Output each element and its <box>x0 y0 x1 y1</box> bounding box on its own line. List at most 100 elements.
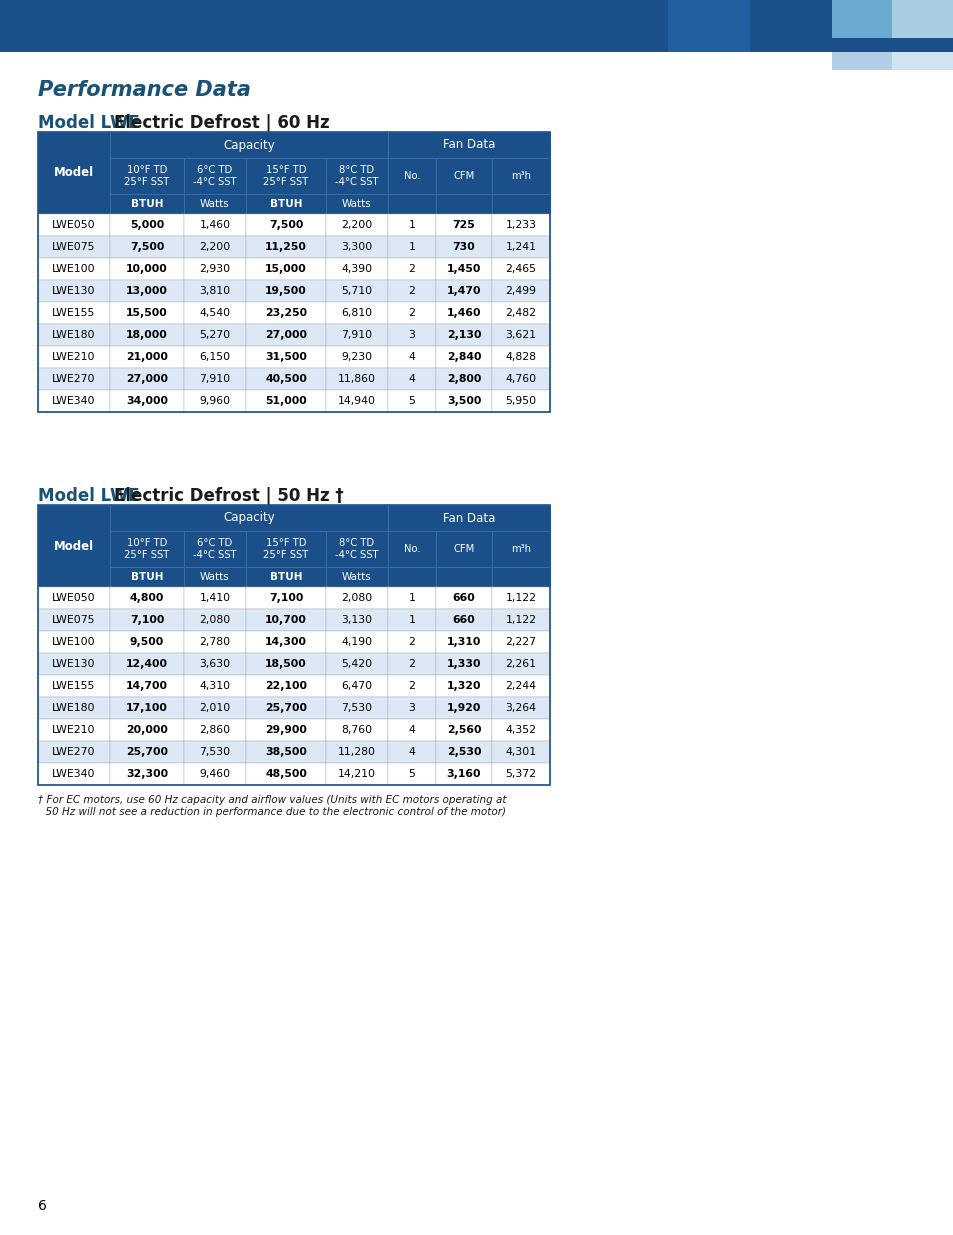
Bar <box>436 390 492 412</box>
Bar <box>246 741 326 763</box>
Bar <box>184 609 246 631</box>
Bar <box>388 303 436 324</box>
Text: LWE210: LWE210 <box>52 352 95 362</box>
Text: 15°F TD
25°F SST: 15°F TD 25°F SST <box>263 165 309 186</box>
Bar <box>110 390 184 412</box>
Text: 29,900: 29,900 <box>265 725 307 735</box>
Text: 2,200: 2,200 <box>199 242 231 252</box>
Text: 13,000: 13,000 <box>126 287 168 296</box>
Text: 1: 1 <box>408 593 415 603</box>
Bar <box>436 676 492 697</box>
Bar <box>326 531 388 567</box>
Text: 1,122: 1,122 <box>505 593 536 603</box>
Text: 40,500: 40,500 <box>265 374 307 384</box>
Bar <box>436 587 492 609</box>
Text: LWE075: LWE075 <box>52 242 95 252</box>
Bar <box>492 631 550 653</box>
Text: 3,630: 3,630 <box>199 659 231 669</box>
Text: 25,700: 25,700 <box>265 703 307 713</box>
Bar <box>492 324 550 346</box>
Bar <box>492 390 550 412</box>
Bar <box>436 719 492 741</box>
Bar <box>38 676 110 697</box>
Text: 5,372: 5,372 <box>505 769 536 779</box>
Text: 21,000: 21,000 <box>126 352 168 362</box>
Bar <box>38 763 110 785</box>
Bar <box>326 631 388 653</box>
Bar <box>436 531 492 567</box>
Text: 2,860: 2,860 <box>199 725 231 735</box>
Text: Capacity: Capacity <box>223 138 274 152</box>
Bar <box>388 567 436 587</box>
Bar <box>184 631 246 653</box>
Bar <box>184 158 246 194</box>
Bar <box>38 214 110 236</box>
Text: 15°F TD
25°F SST: 15°F TD 25°F SST <box>263 538 309 559</box>
Text: LWE340: LWE340 <box>52 769 95 779</box>
Text: 3: 3 <box>408 703 415 713</box>
Text: 2,482: 2,482 <box>505 308 536 317</box>
Text: 8,760: 8,760 <box>341 725 373 735</box>
Text: 1: 1 <box>408 615 415 625</box>
Bar <box>388 214 436 236</box>
Text: Fan Data: Fan Data <box>442 511 495 525</box>
Bar <box>326 158 388 194</box>
Bar <box>110 631 184 653</box>
Text: 2,780: 2,780 <box>199 637 231 647</box>
Text: 2,530: 2,530 <box>446 747 480 757</box>
Bar <box>110 324 184 346</box>
Bar <box>184 236 246 258</box>
Text: 18,500: 18,500 <box>265 659 307 669</box>
Bar <box>246 303 326 324</box>
Bar <box>246 531 326 567</box>
Text: LWE130: LWE130 <box>52 659 95 669</box>
Text: 2,227: 2,227 <box>505 637 536 647</box>
Text: 20,000: 20,000 <box>126 725 168 735</box>
Text: Electric Defrost | 50 Hz †: Electric Defrost | 50 Hz † <box>113 487 343 505</box>
Bar <box>436 741 492 763</box>
Text: 5: 5 <box>408 769 415 779</box>
Text: 48,500: 48,500 <box>265 769 307 779</box>
Text: 1,320: 1,320 <box>446 680 480 692</box>
Bar <box>38 324 110 346</box>
Text: 2,010: 2,010 <box>199 703 231 713</box>
Text: 4,352: 4,352 <box>505 725 536 735</box>
Bar <box>246 631 326 653</box>
Text: 3: 3 <box>408 330 415 340</box>
Bar <box>436 346 492 368</box>
Text: m³h: m³h <box>511 170 531 182</box>
Bar <box>492 346 550 368</box>
Bar <box>436 324 492 346</box>
Text: BTUH: BTUH <box>270 572 302 582</box>
Text: 23,250: 23,250 <box>265 308 307 317</box>
Bar <box>326 697 388 719</box>
Bar <box>326 258 388 280</box>
Text: 1,330: 1,330 <box>446 659 480 669</box>
Text: LWE050: LWE050 <box>52 593 95 603</box>
Text: 4: 4 <box>408 725 415 735</box>
Bar <box>326 741 388 763</box>
Bar <box>436 214 492 236</box>
Text: 5,000: 5,000 <box>130 220 164 230</box>
Text: Model LWE: Model LWE <box>38 487 139 505</box>
Text: Watts: Watts <box>342 199 372 209</box>
Text: LWE270: LWE270 <box>52 747 95 757</box>
Bar <box>436 158 492 194</box>
Bar <box>246 763 326 785</box>
Bar <box>388 609 436 631</box>
Text: 4,310: 4,310 <box>199 680 231 692</box>
Bar <box>492 194 550 214</box>
Bar <box>436 236 492 258</box>
Text: 1,410: 1,410 <box>199 593 231 603</box>
Bar <box>667 0 749 52</box>
Bar <box>492 567 550 587</box>
Bar <box>492 368 550 390</box>
Text: 7,910: 7,910 <box>199 374 231 384</box>
Text: 15,500: 15,500 <box>126 308 168 317</box>
Text: Fan Data: Fan Data <box>442 138 495 152</box>
Text: 12,400: 12,400 <box>126 659 168 669</box>
Bar <box>388 676 436 697</box>
Text: 10,700: 10,700 <box>265 615 307 625</box>
Bar <box>246 194 326 214</box>
Bar <box>246 653 326 676</box>
